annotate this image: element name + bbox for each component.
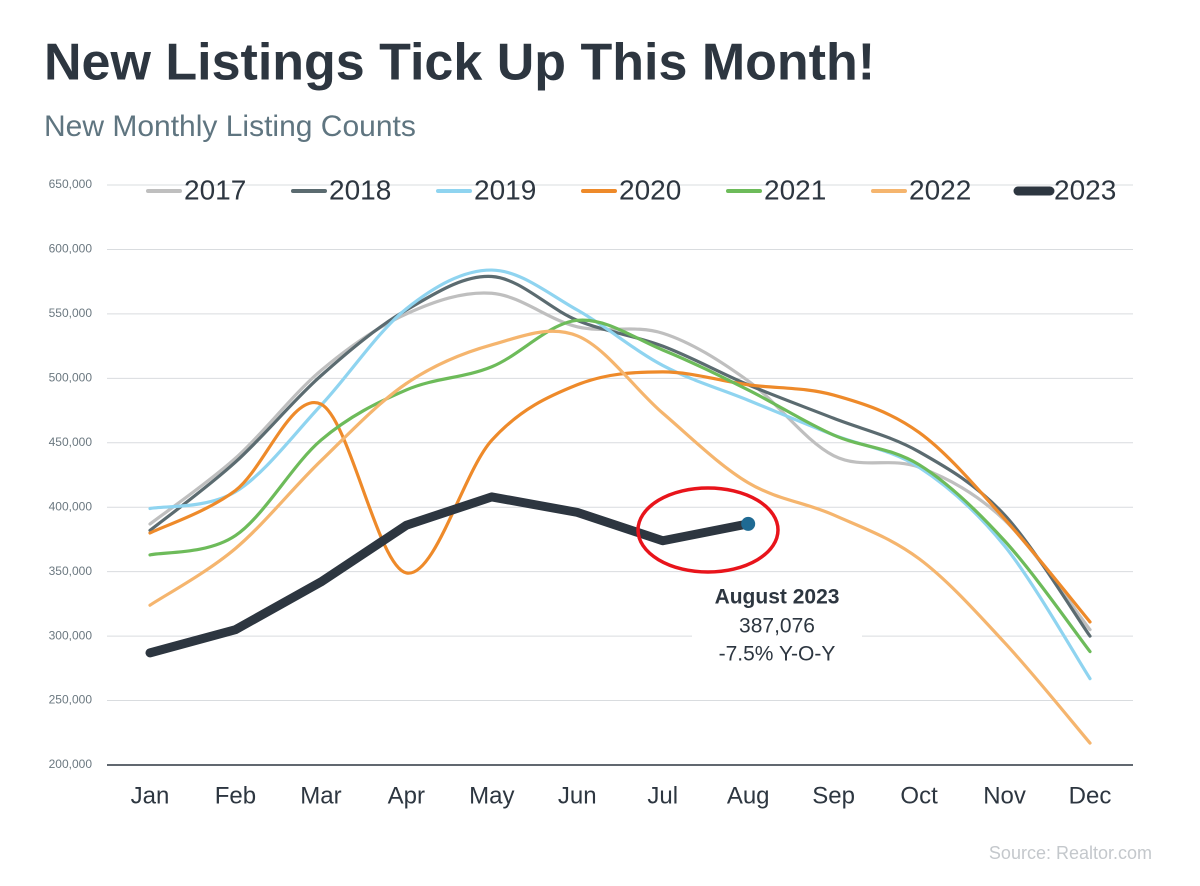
highlight-ellipse — [636, 486, 780, 574]
annotation-title: August 2023 — [715, 586, 840, 609]
chart-title: New Listings Tick Up This Month! — [44, 34, 875, 92]
legend-label: 2021 — [764, 174, 826, 205]
chart-subtitle: New Monthly Listing Counts — [44, 110, 416, 143]
series-line — [148, 291, 1092, 632]
annotation-value: 387,076 — [739, 615, 815, 638]
y-tick-label: 200,000 — [49, 757, 93, 771]
series-line — [148, 370, 1092, 624]
y-tick-label: 650,000 — [49, 177, 93, 191]
y-tick-label: 450,000 — [49, 435, 93, 449]
x-tick-label: Dec — [1069, 782, 1112, 809]
x-tick-label: Oct — [900, 782, 938, 809]
legend-label: 2023 — [1054, 174, 1116, 205]
x-tick-label: Jan — [131, 782, 170, 809]
x-tick-label: Sep — [812, 782, 855, 809]
y-tick-label: 600,000 — [49, 242, 93, 256]
source: Source: Realtor.com — [989, 843, 1152, 863]
x-tick-label: Apr — [388, 782, 425, 809]
y-tick-label: 550,000 — [49, 306, 93, 320]
y-tick-label: 250,000 — [49, 693, 93, 707]
series-line — [148, 318, 1092, 654]
x-tick-label: Nov — [983, 782, 1026, 809]
y-tick-label: 350,000 — [49, 564, 93, 578]
x-tick-label: Aug — [727, 782, 770, 809]
annotation-box — [692, 582, 862, 670]
x-tick-label: May — [469, 782, 514, 809]
highlight-point — [741, 516, 756, 531]
y-tick-label: 300,000 — [49, 628, 93, 642]
series-line — [148, 268, 1092, 681]
legend-label: 2022 — [909, 174, 971, 205]
legend-label: 2020 — [619, 174, 681, 205]
lines — [145, 268, 1092, 745]
series-line — [148, 274, 1092, 638]
x-tick-label: Jul — [647, 782, 678, 809]
series-line — [148, 329, 1092, 745]
legend-label: 2019 — [474, 174, 536, 205]
series-line — [145, 492, 753, 658]
y-tick-label: 500,000 — [49, 371, 93, 385]
y-tick-label: 400,000 — [49, 499, 93, 513]
x-tick-label: Mar — [300, 782, 341, 809]
legend-label: 2018 — [329, 174, 391, 205]
x-tick-label: Jun — [558, 782, 597, 809]
grid — [107, 184, 1133, 766]
x-tick-label: Feb — [215, 782, 256, 809]
legend-label: 2017 — [184, 174, 246, 205]
annotation-change: -7.5% Y-O-Y — [719, 643, 836, 666]
